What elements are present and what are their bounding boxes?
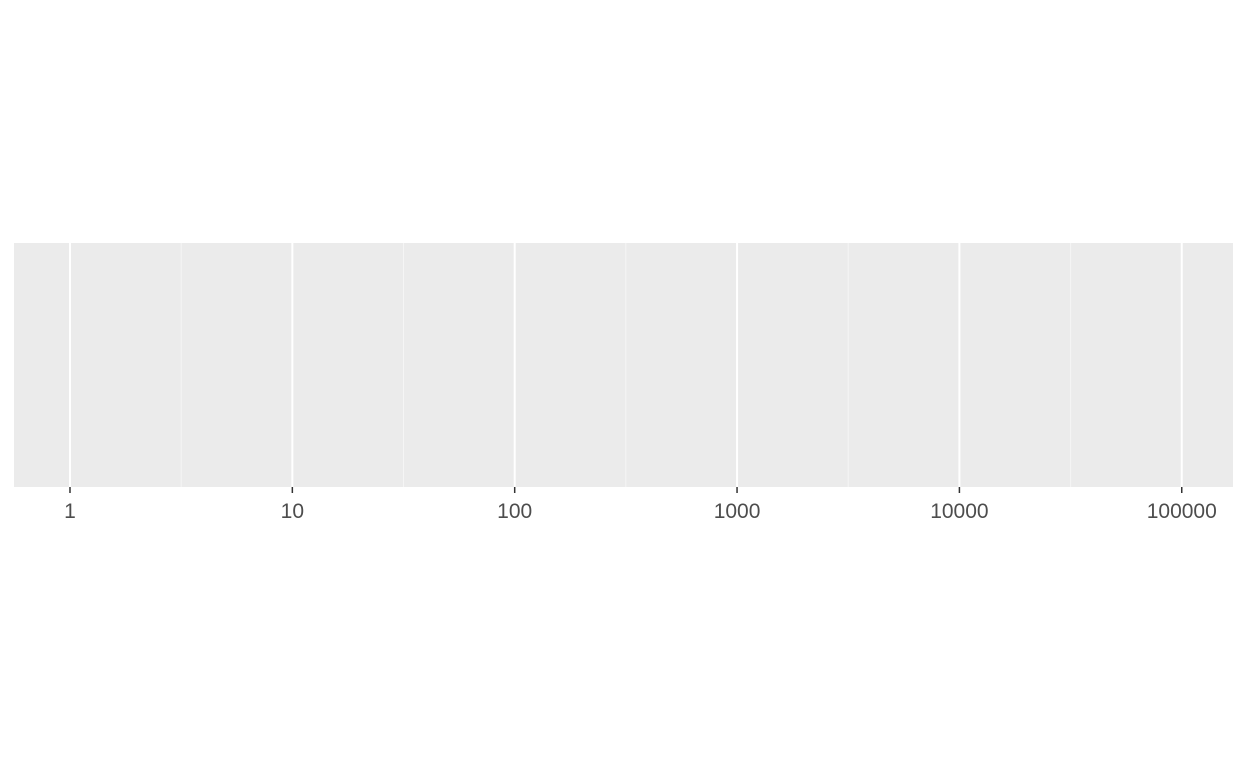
x-axis: 1 10 100 1000 10000 100000 <box>64 487 1217 523</box>
x-tick-label: 100000 <box>1147 500 1217 523</box>
x-tick-label: 100 <box>497 500 532 523</box>
plot-panel <box>14 243 1233 487</box>
x-tick-label: 1000 <box>714 500 761 523</box>
x-tick-label: 10000 <box>930 500 988 523</box>
x-tick-label: 1 <box>64 500 76 523</box>
x-tick-label: 10 <box>281 500 304 523</box>
major-gridlines <box>68 243 1183 487</box>
minor-gridlines <box>180 243 1072 487</box>
